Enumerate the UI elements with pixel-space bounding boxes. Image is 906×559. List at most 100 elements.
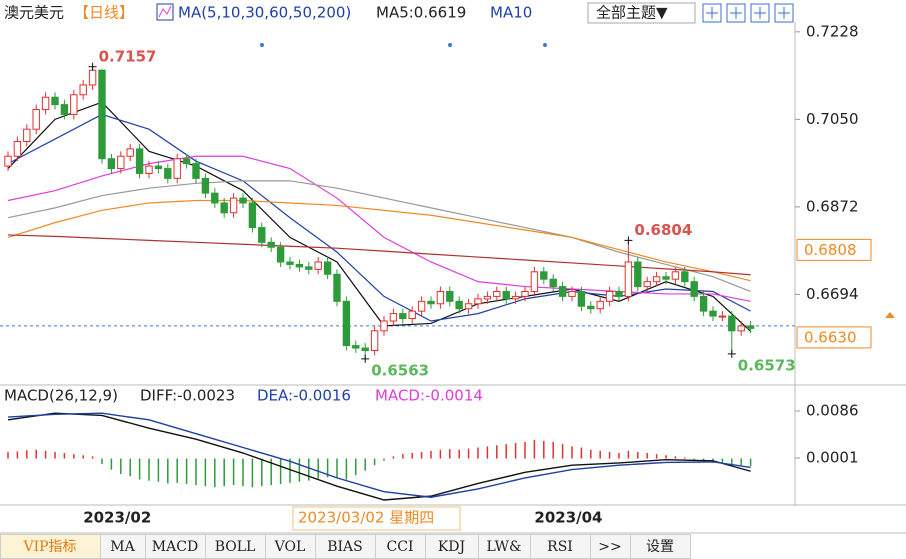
tab-label[interactable]: BIAS (327, 539, 363, 555)
tab[interactable] (478, 534, 531, 559)
tab-label[interactable]: RSI (547, 539, 573, 555)
candle-body (464, 303, 473, 310)
candle-body (248, 202, 257, 229)
tab-label[interactable]: VIP指标 (22, 539, 76, 555)
crosshair-date: 2023/03/02 星期四 (298, 509, 434, 527)
event-marker[interactable] (448, 43, 452, 47)
y-tick-label: 0.7228 (806, 22, 859, 40)
candle-body (361, 347, 369, 351)
candle-body (615, 290, 623, 297)
candle-body (51, 96, 59, 106)
tab-label[interactable]: VOL (274, 539, 306, 555)
candle-body (305, 266, 313, 270)
tab-label[interactable]: LW& (487, 539, 522, 555)
icon-button[interactable] (702, 3, 722, 23)
candle-body (333, 273, 341, 302)
candle-body (483, 295, 492, 300)
candle-body (436, 290, 445, 305)
tab-label[interactable]: KDJ (438, 539, 465, 555)
indicator-icon[interactable] (156, 3, 174, 21)
candle-body (417, 300, 426, 312)
candle-body (446, 290, 454, 302)
extreme-label: 0.6573 (738, 356, 796, 374)
tab[interactable] (100, 534, 146, 559)
theme-select-label: 全部主题▼ (596, 4, 668, 22)
candle-body (32, 109, 40, 130)
indicator-line (7, 199, 751, 282)
candle-body (596, 300, 604, 310)
event-marker[interactable] (543, 43, 547, 47)
candle-body (295, 263, 304, 268)
tab-label[interactable]: 设置 (646, 539, 674, 555)
candle-body (408, 310, 416, 320)
candle-body (737, 325, 745, 332)
indicator-line (7, 412, 751, 501)
tab-label[interactable]: >> (598, 539, 621, 555)
ma10-label: MA10 (490, 4, 532, 22)
tab-label[interactable]: BOLL (215, 539, 256, 555)
candle-body (549, 278, 557, 288)
candle-body (98, 69, 106, 160)
icon-button[interactable] (774, 3, 794, 23)
extreme-marker (361, 354, 370, 363)
ma5-label: MA5:0.6619 (376, 4, 466, 22)
tab-label[interactable]: MACD (152, 539, 198, 555)
candle-body (314, 261, 322, 270)
candle-body (126, 148, 134, 157)
extreme-marker (624, 236, 633, 245)
tab[interactable] (590, 534, 631, 559)
icon-button[interactable] (726, 3, 746, 23)
price-arrow (885, 312, 895, 318)
candle-body (699, 295, 708, 312)
candle-body (370, 330, 379, 351)
candle-body (342, 300, 351, 347)
indicator-line (7, 113, 751, 322)
candle-body (652, 276, 661, 283)
y-tick-label: 0.6872 (806, 197, 859, 215)
candle-body (145, 165, 153, 174)
candle-body (164, 168, 172, 179)
candle-body (276, 246, 285, 263)
icon-button[interactable] (750, 3, 770, 23)
candle-body (502, 290, 510, 300)
candle-body (530, 271, 539, 292)
toolbar-icons (702, 3, 794, 23)
candle-body (521, 290, 529, 297)
theme-select[interactable] (587, 2, 696, 24)
tab[interactable] (315, 534, 376, 559)
tab-label[interactable]: MA (110, 539, 135, 555)
price-label: 0.6808 (804, 241, 857, 259)
tab[interactable] (205, 534, 266, 559)
candle-body (4, 155, 12, 167)
tab-label[interactable]: CCI (387, 539, 414, 555)
candle-body (154, 165, 163, 170)
candle-body (286, 261, 294, 265)
candle-body (60, 104, 69, 115)
candle-body (662, 276, 670, 280)
candle-body (399, 313, 407, 320)
candle-body (201, 177, 210, 194)
tab[interactable] (630, 534, 691, 559)
y-tick-label: 0.7050 (806, 110, 859, 128)
price-label: 0.6630 (804, 328, 857, 346)
tab[interactable] (265, 534, 316, 559)
candle-body (182, 158, 191, 165)
y-tick-label: 0.0001 (806, 449, 859, 467)
x-tick-label: 2023/02 (83, 509, 151, 527)
x-tick-label: 2023/04 (534, 509, 602, 527)
candle-body (558, 286, 567, 297)
crosshair-date-box (292, 506, 461, 531)
candle-body (192, 163, 200, 179)
event-marker[interactable] (260, 43, 264, 47)
candle-body (474, 298, 482, 305)
tab[interactable] (425, 534, 479, 559)
tab[interactable] (530, 534, 591, 559)
candle-body (70, 94, 78, 115)
candle-body (258, 227, 266, 243)
tab[interactable] (375, 534, 426, 559)
candle-body (323, 261, 332, 275)
tab[interactable] (0, 534, 101, 559)
candle-body (389, 313, 398, 322)
